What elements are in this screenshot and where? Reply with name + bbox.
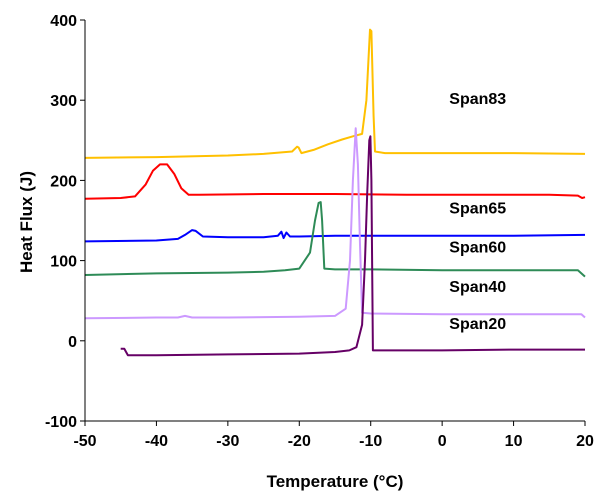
series-line-span60 <box>84 201 586 278</box>
series-line-span83 <box>84 28 586 159</box>
y-axis-title: Heat Flux (J) <box>17 171 36 273</box>
y-tick-label: 100 <box>50 254 77 271</box>
x-tick-label: -40 <box>145 433 168 450</box>
y-tick-label: 200 <box>50 173 77 190</box>
x-tick-label: 0 <box>438 433 447 450</box>
series-labels: Span83 Span65 Span60 Span40 Span20 <box>449 91 506 333</box>
x-axis-title: Temperature (°C) <box>267 472 404 491</box>
series-line-span20 <box>120 135 585 357</box>
y-tick-label: 400 <box>50 13 77 30</box>
series-label-span40: Span40 <box>449 279 506 296</box>
y-tick-label: 300 <box>50 93 77 110</box>
x-tick-label: -20 <box>288 433 311 450</box>
x-tick-label: 20 <box>576 433 594 450</box>
y-tick-label: -100 <box>45 414 77 431</box>
series-label-span65: Span65 <box>449 200 506 217</box>
x-tick-label: 10 <box>505 433 523 450</box>
y-tick-label: 0 <box>68 334 77 351</box>
series-label-span20: Span20 <box>449 316 506 333</box>
x-tick-label: -30 <box>216 433 239 450</box>
plot-lines <box>84 28 586 357</box>
x-tick-label: -10 <box>359 433 382 450</box>
series-label-span60: Span60 <box>449 240 506 257</box>
axes <box>84 20 585 422</box>
series-label-span83: Span83 <box>449 91 506 108</box>
series-line-span65 <box>84 229 586 243</box>
series-line-unlabeled-1 <box>84 163 586 200</box>
series-line-span40 <box>84 127 586 320</box>
x-tick-label: -50 <box>73 433 96 450</box>
